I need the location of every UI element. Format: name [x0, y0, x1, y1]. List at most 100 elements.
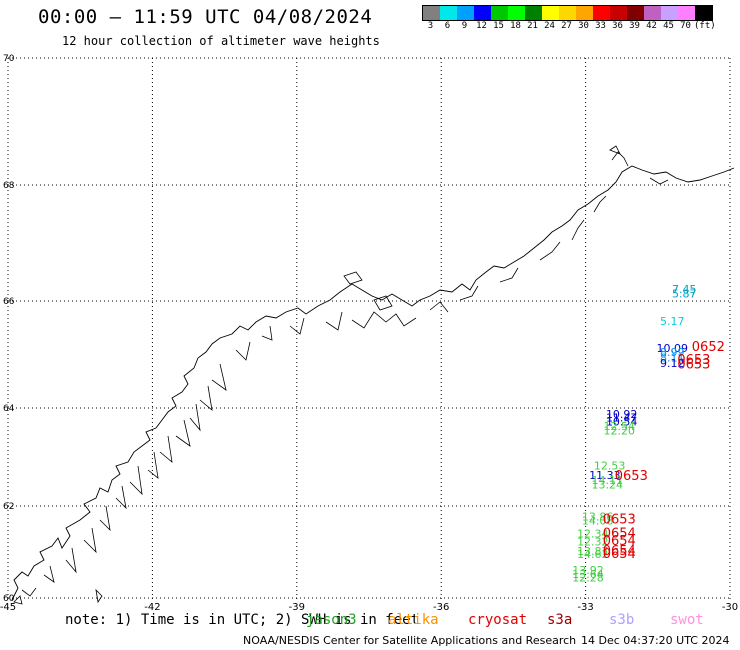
latitude-label: 60	[3, 594, 15, 604]
wave-height-value: 14.08	[582, 514, 614, 527]
longitude-label: -33	[577, 602, 593, 613]
colorbar-swatch	[627, 6, 644, 20]
pass-time-tag: 0654	[603, 526, 636, 541]
longitude-label: -42	[144, 602, 160, 613]
latitude-label: 68	[3, 181, 15, 191]
pass-time-tag: 0653	[603, 512, 636, 527]
colorbar-swatch	[491, 6, 508, 20]
colorbar-label: 42	[646, 21, 657, 31]
wave-height-value: 13.92	[572, 564, 604, 577]
colorbar-label: 21	[527, 21, 538, 31]
colorbar-label: (ft)	[694, 21, 716, 31]
colorbar-label: 70	[680, 21, 691, 31]
colorbar-label: 18	[510, 21, 521, 31]
wave-height-value: 5.17	[660, 315, 685, 328]
longitude-label: -45	[0, 602, 16, 613]
pass-time-tag: 0652	[692, 340, 725, 355]
legend-s3a: s3a	[547, 612, 573, 628]
colorbar-label: 33	[595, 21, 606, 31]
colorbar-swatch	[610, 6, 627, 20]
map-subtitle: 12 hour collection of altimeter wave hei…	[62, 34, 380, 48]
wave-height-value: 9.12	[660, 357, 685, 370]
pass-time-tag: 0654	[603, 547, 636, 562]
pass-time-tag: 0654	[603, 544, 636, 559]
wave-height-value: 14.62	[577, 548, 609, 561]
colorbar-label: 3	[427, 21, 434, 31]
wave-height-value: 13.87	[577, 545, 609, 558]
colorbar-swatch	[695, 6, 712, 20]
colorbar-label: 12	[476, 21, 487, 31]
colorbar-label: 15	[493, 21, 504, 31]
pass-time-tag: 0653	[677, 357, 710, 372]
colorbar-label: 36	[612, 21, 623, 31]
pass-time-tag: 0653	[677, 353, 710, 368]
colorbar-swatch	[474, 6, 491, 20]
coastline-path	[11, 165, 735, 601]
colorbar-labels: 3 6 9 12 15 18 21 24 27 30 33 36 39 42 45 70 (ft)	[422, 21, 716, 31]
wave-height-value: 11.33	[589, 469, 621, 482]
colorbar-label: 39	[629, 21, 640, 31]
colorbar-swatch	[576, 6, 593, 20]
wave-height-value: 12.54	[604, 420, 636, 433]
graticule	[7, 57, 731, 600]
latitude-label: 64	[3, 404, 15, 414]
wave-height-value: 13.86	[582, 511, 614, 524]
wave-height-value: 14.11	[592, 474, 624, 487]
wave-height-value: 11.47	[606, 412, 638, 425]
coastline-fjords	[21, 151, 669, 597]
longitude-label: -30	[722, 602, 738, 613]
map-title: 00:00 – 11:59 UTC 04/08/2024	[38, 6, 373, 28]
wave-height-value: 8.11	[660, 351, 685, 364]
colorbar-label: 45	[663, 21, 674, 31]
axis-labels: 70 68 66 64 62 60-45 -42 -39 -36 -33 -30	[0, 54, 738, 613]
colorbar-label: 6	[444, 21, 451, 31]
wave-height-value: 10.92	[606, 408, 638, 421]
wave-height-value: 7.45	[672, 283, 697, 296]
colorbar-swatch	[678, 6, 695, 20]
colorbar-swatch	[440, 6, 457, 20]
legend-s3b: s3b	[609, 612, 635, 628]
wave-height-value: 12.34	[577, 528, 609, 541]
colorbar-label: 9	[461, 21, 468, 31]
wave-height-value: 13.24	[592, 478, 624, 491]
footer-date: 14 Dec 04:37:20 UTC 2024	[581, 634, 730, 647]
longitude-label: -39	[289, 602, 305, 613]
units-note: note: 1) Time is in UTC; 2) SWH is in fe…	[65, 612, 420, 628]
colorbar-swatch	[508, 6, 525, 20]
colorbar-label: 27	[561, 21, 572, 31]
colorbar-label: 30	[578, 21, 589, 31]
colorbar-label: 24	[544, 21, 555, 31]
wave-height-observations: 7.455.875.1710.098.998.119.1210.9211.471…	[572, 283, 696, 585]
wave-height-colorbar	[422, 5, 713, 21]
colorbar-swatch	[661, 6, 678, 20]
latitude-label: 62	[3, 502, 14, 512]
greenland-coastline	[11, 145, 735, 605]
latitude-label: 66	[3, 297, 15, 307]
wave-height-value: 12.28	[572, 571, 604, 584]
longitude-label: -36	[433, 602, 449, 613]
legend-cryosat: cryosat	[468, 612, 528, 628]
colorbar-swatch	[542, 6, 559, 20]
footer-credit: NOAA/NESDIS Center for Satellite Applica…	[243, 634, 577, 647]
colorbar-swatch	[644, 6, 661, 20]
legend-jason3: jason3	[306, 612, 357, 628]
pass-time-tag: 0653	[615, 469, 648, 484]
colorbar-swatch	[423, 6, 440, 20]
colorbar-swatch	[559, 6, 576, 20]
coastline-islands	[13, 145, 621, 605]
legend-swot: swot	[670, 612, 704, 628]
wave-height-value: 13.64	[572, 568, 604, 581]
wave-height-value: 10.54	[606, 416, 638, 429]
legend-altika: altika	[388, 612, 439, 628]
wave-height-value: 12.20	[604, 424, 636, 437]
wave-height-value: 5.87	[672, 288, 697, 301]
pass-time-tag: 0654	[603, 534, 636, 549]
wave-height-value: 8.99	[660, 346, 685, 359]
colorbar-swatch	[457, 6, 474, 20]
colorbar-swatch	[593, 6, 610, 20]
latitude-label: 70	[3, 54, 15, 64]
wave-height-value: 12.32	[577, 536, 609, 549]
wave-height-value: 10.09	[656, 342, 688, 355]
